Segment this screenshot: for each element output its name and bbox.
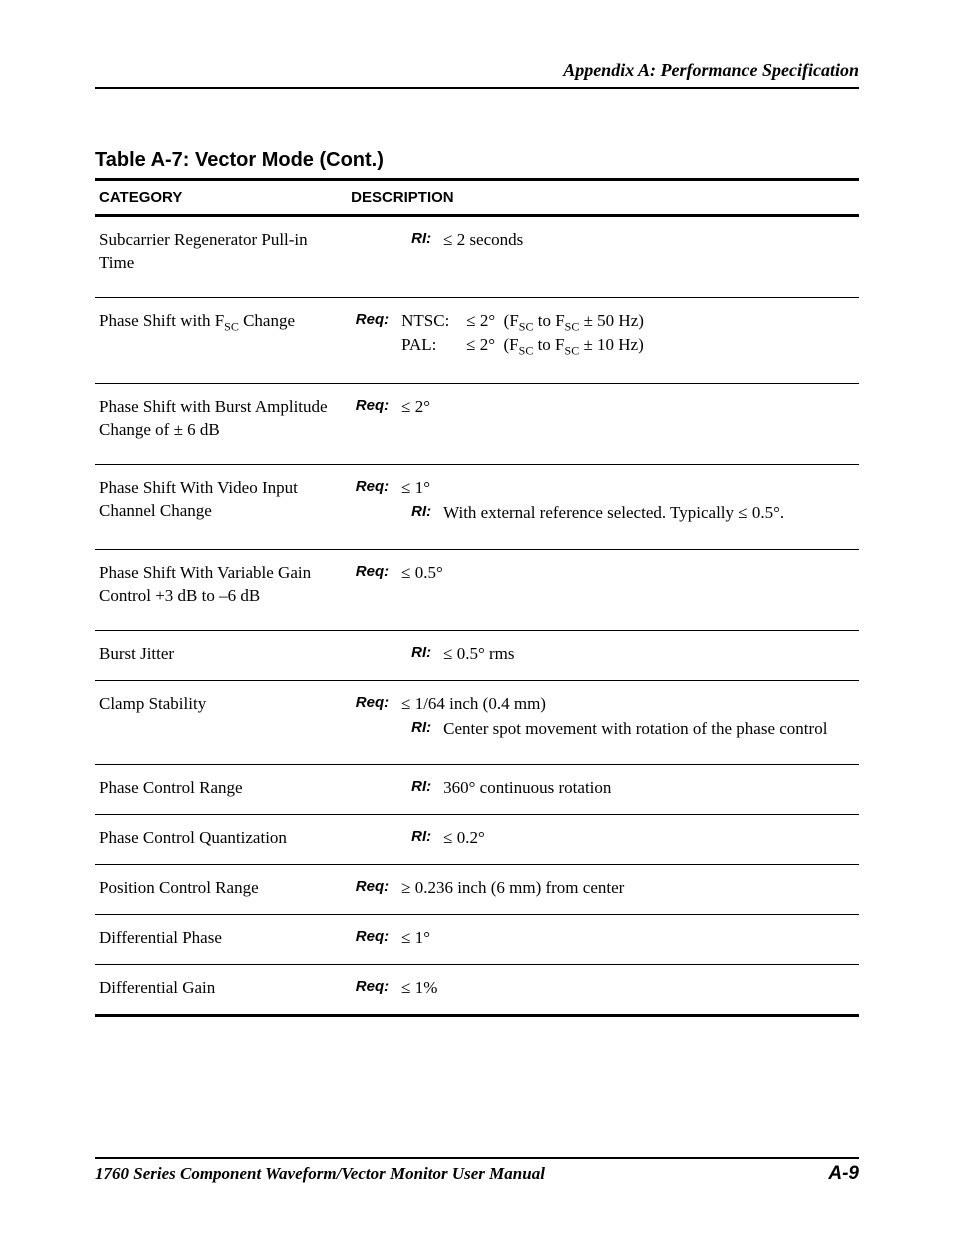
category-cell: Position Control Range [95,865,347,915]
spec-value: With external reference selected. Typica… [443,502,855,525]
description-cell: RI:360° continuous rotation [347,765,859,815]
spec-line: RI:Center spot movement with rotation of… [351,718,855,741]
category-cell: Differential Phase [95,915,347,965]
spec-value: 360° continuous rotation [443,777,855,800]
description-cell: Req:NTSC: ≤ 2° (FSC to FSC ± 50 Hz)PAL: … [347,297,859,383]
table-row: Phase Control QuantizationRI:≤ 0.2° [95,815,859,865]
description-cell: RI:≤ 0.2° [347,815,859,865]
spec-tag: Req: [351,977,401,997]
spec-tag: Req: [351,310,401,330]
spec-line: RI:With external reference selected. Typ… [351,502,855,525]
category-cell: Phase Shift With Variable Gain Control +… [95,549,347,630]
spec-tag: RI: [351,827,443,847]
spec-tag: RI: [351,718,443,738]
spec-value: ≤ 0.5° [401,562,855,585]
category-cell: Subcarrier Regenerator Pull-in Time [95,216,347,298]
table-row: Differential GainReq:≤ 1% [95,965,859,1016]
spec-value: ≤ 0.5° rms [443,643,855,666]
category-cell: Phase Control Quantization [95,815,347,865]
col-category: CATEGORY [95,180,347,216]
spec-tag: RI: [351,777,443,797]
page-footer: 1760 Series Component Waveform/Vector Mo… [95,1157,859,1185]
table-row: Differential PhaseReq:≤ 1° [95,915,859,965]
spec-line: Req:≤ 0.5° [351,562,855,585]
spec-value: ≥ 0.236 inch (6 mm) from center [401,877,855,900]
table-row: Phase Shift With Variable Gain Control +… [95,549,859,630]
table-row: Subcarrier Regenerator Pull-in TimeRI:≤ … [95,216,859,298]
spec-value: ≤ 2 seconds [443,229,855,252]
description-cell: Req:≤ 0.5° [347,549,859,630]
spec-tag: RI: [351,502,443,522]
table-row: Phase Shift With Video Input Channel Cha… [95,464,859,549]
footer-page-number: A-9 [828,1163,859,1185]
spec-line: Req:≤ 1° [351,927,855,950]
table-row: Phase Control RangeRI:360° continuous ro… [95,765,859,815]
spec-tag: Req: [351,927,401,947]
spec-line: Req:≤ 1% [351,977,855,1000]
spec-value: NTSC: ≤ 2° (FSC to FSC ± 50 Hz)PAL: ≤ 2°… [401,310,855,359]
description-cell: Req:≤ 1° [347,915,859,965]
spec-line: RI:≤ 0.5° rms [351,643,855,666]
spec-line: RI:≤ 2 seconds [351,229,855,252]
spec-line: Req:≤ 1/64 inch (0.4 mm) [351,693,855,716]
spec-value: ≤ 1% [401,977,855,1000]
spec-line: Req:≤ 1° [351,477,855,500]
spec-tag: RI: [351,643,443,663]
spec-tag: Req: [351,562,401,582]
spec-value: ≤ 1/64 inch (0.4 mm) [401,693,855,716]
table-row: Clamp StabilityReq:≤ 1/64 inch (0.4 mm)R… [95,680,859,765]
col-description: DESCRIPTION [347,180,859,216]
category-cell: Phase Shift with Burst Amplitude Change … [95,384,347,465]
spec-line: Req:NTSC: ≤ 2° (FSC to FSC ± 50 Hz)PAL: … [351,310,855,359]
spec-tag: Req: [351,477,401,497]
spec-tag: Req: [351,693,401,713]
spec-table: CATEGORY DESCRIPTION Subcarrier Regenera… [95,178,859,1017]
description-cell: RI:≤ 2 seconds [347,216,859,298]
table-body: Subcarrier Regenerator Pull-in TimeRI:≤ … [95,216,859,1016]
description-cell: Req:≤ 1°RI:With external reference selec… [347,464,859,549]
table-row: Burst JitterRI:≤ 0.5° rms [95,630,859,680]
category-cell: Phase Shift with FSC Change [95,297,347,383]
description-cell: Req:≤ 1% [347,965,859,1016]
spec-line: RI:≤ 0.2° [351,827,855,850]
spec-line: Req:≤ 2° [351,396,855,419]
table-row: Phase Shift with FSC ChangeReq:NTSC: ≤ 2… [95,297,859,383]
category-cell: Burst Jitter [95,630,347,680]
page-header: Appendix A: Performance Specification [95,60,859,89]
category-cell: Clamp Stability [95,680,347,765]
spec-value: ≤ 0.2° [443,827,855,850]
spec-value: ≤ 1° [401,927,855,950]
spec-value: ≤ 1° [401,477,855,500]
description-cell: Req:≤ 2° [347,384,859,465]
description-cell: RI:≤ 0.5° rms [347,630,859,680]
table-title: Table A-7: Vector Mode (Cont.) [95,149,859,172]
spec-value: Center spot movement with rotation of th… [443,718,855,741]
spec-line: RI:360° continuous rotation [351,777,855,800]
category-cell: Phase Shift With Video Input Channel Cha… [95,464,347,549]
footer-manual-title: 1760 Series Component Waveform/Vector Mo… [95,1164,545,1184]
spec-line: Req:≥ 0.236 inch (6 mm) from center [351,877,855,900]
spec-tag: RI: [351,229,443,249]
category-cell: Phase Control Range [95,765,347,815]
header-title: Appendix A: Performance Specification [563,60,859,80]
table-row: Phase Shift with Burst Amplitude Change … [95,384,859,465]
description-cell: Req:≥ 0.236 inch (6 mm) from center [347,865,859,915]
spec-tag: Req: [351,396,401,416]
spec-tag: Req: [351,877,401,897]
description-cell: Req:≤ 1/64 inch (0.4 mm)RI:Center spot m… [347,680,859,765]
table-row: Position Control RangeReq:≥ 0.236 inch (… [95,865,859,915]
category-cell: Differential Gain [95,965,347,1016]
spec-value: ≤ 2° [401,396,855,419]
